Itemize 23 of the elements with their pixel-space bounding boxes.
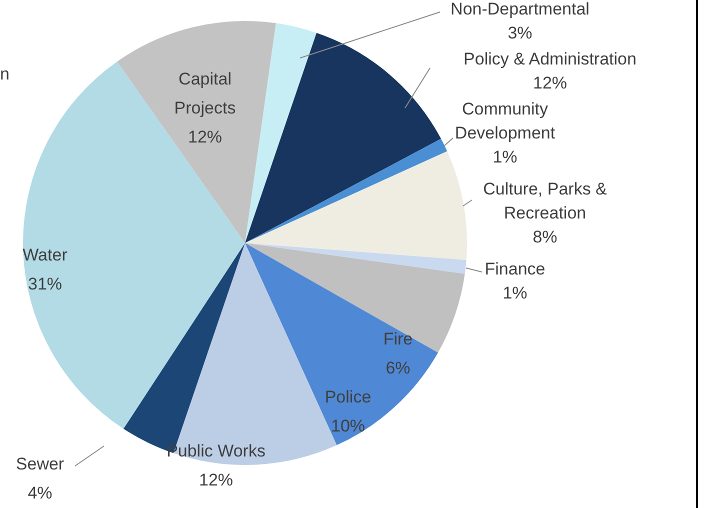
data-label: 1% — [492, 148, 518, 167]
slice-label: Capital Projects — [174, 70, 236, 118]
data-label: 8% — [532, 228, 558, 247]
slice-label: Water — [22, 246, 68, 265]
data-label: 12% — [532, 74, 568, 93]
slice-label: Fire — [383, 330, 413, 349]
slice-label: Culture, Parks & Recreation — [483, 180, 608, 223]
data-label: 6% — [386, 358, 410, 378]
data-label: 10% — [330, 416, 366, 436]
data-label: 4% — [28, 484, 52, 503]
data-label: 12% — [188, 128, 222, 147]
data-label: 3% — [508, 24, 532, 43]
data-label: 31% — [28, 274, 62, 294]
slice-label: Finance — [484, 260, 546, 279]
slice-label: Police — [324, 388, 372, 407]
slice-label: Sewer — [16, 454, 64, 474]
slice-label: Public Works — [166, 442, 266, 461]
slice-label: Policy & Administration — [464, 50, 636, 69]
data-label: 12% — [198, 470, 234, 490]
slice-label: Community Development — [454, 100, 556, 143]
text: n — [0, 64, 10, 84]
data-label: 1% — [502, 284, 528, 303]
slice-label: Non-Departmental — [450, 0, 590, 19]
